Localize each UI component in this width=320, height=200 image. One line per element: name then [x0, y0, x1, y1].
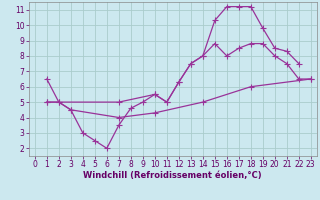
X-axis label: Windchill (Refroidissement éolien,°C): Windchill (Refroidissement éolien,°C): [84, 171, 262, 180]
